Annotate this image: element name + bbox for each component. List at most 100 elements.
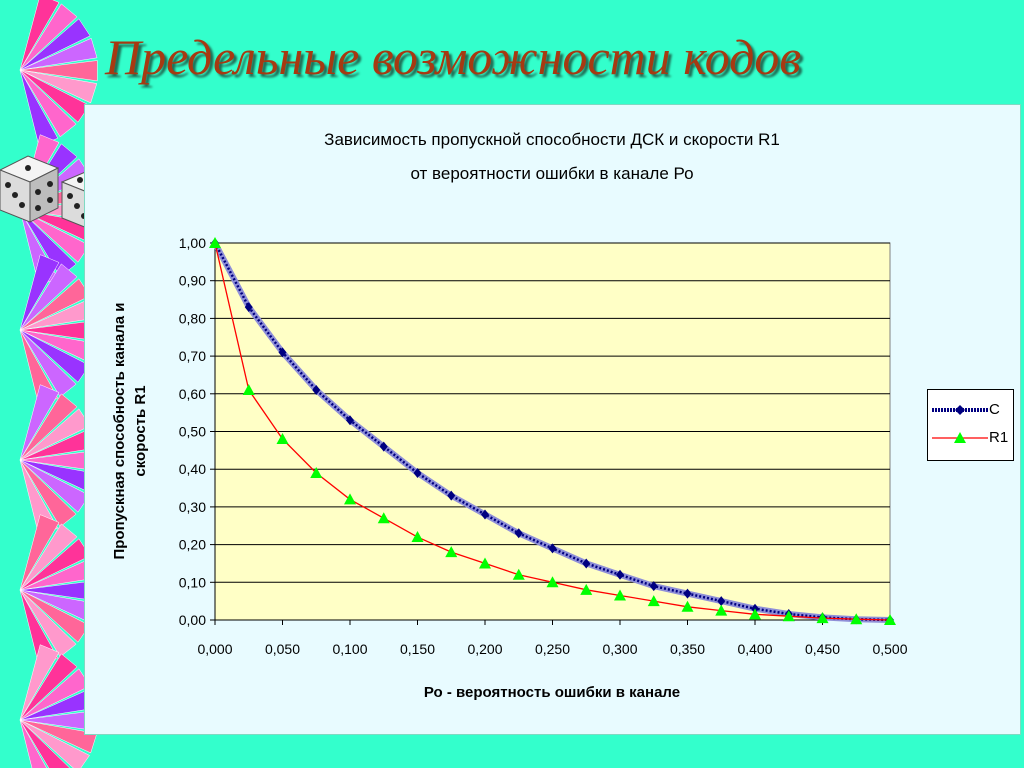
series-r1-point [816, 612, 829, 624]
ribbon-segment [19, 0, 60, 71]
series-c-point [447, 490, 456, 501]
legend-item-c: C [928, 400, 1013, 420]
series-layer [209, 237, 896, 625]
series-c-point [514, 528, 523, 539]
ribbon-segment [19, 69, 77, 138]
series-r1-point [445, 546, 458, 558]
series-c-point [278, 347, 287, 358]
y-tick-label: 0,70 [179, 348, 206, 364]
y-axis-ticks: 0,00 0,10 0,20 0,30 0,40 0,50 0,60 0,70 0,80 0,90… [179, 235, 216, 628]
y-axis-title-line-1: Пропускная способность канала и [111, 302, 128, 559]
legend-item-r1: R1 [928, 428, 1013, 448]
ribbon-segment [19, 719, 47, 768]
x-tick-label: 0,500 [872, 641, 907, 657]
legend: C R1 [927, 389, 1014, 461]
ribbon-segment [19, 653, 78, 721]
series-r1-point [715, 604, 728, 616]
x-tick-label: 0,250 [535, 641, 570, 657]
chart: Зависимость пропускной способности ДСК и… [111, 130, 908, 701]
series-c-point [649, 581, 658, 592]
ribbon-segment [19, 459, 90, 513]
series-c-point [413, 467, 422, 478]
series-r1-point [276, 433, 289, 445]
y-axis-title-line-2: скорость R1 [132, 385, 149, 476]
ribbon-fan [19, 644, 98, 768]
series-r1-point [512, 568, 525, 580]
series-r1-point [377, 512, 390, 524]
series-c-point [312, 385, 321, 396]
y-tick-label: 0,50 [179, 424, 206, 440]
y-tick-label: 0,00 [179, 612, 206, 628]
series-r1-point [884, 614, 896, 625]
x-axis-ticks: 0,000 0,050 0,100 0,150 0,200 0,250 0,300 0,350… [197, 619, 908, 657]
series-r1-point [209, 237, 221, 248]
legend-label-c: C [989, 401, 1000, 418]
ribbon-segment [19, 589, 90, 643]
x-tick-label: 0,300 [602, 641, 637, 657]
ribbon-segment [19, 263, 78, 331]
ribbon-segment [19, 459, 77, 528]
ribbon-segment [19, 254, 60, 331]
x-tick-label: 0,100 [332, 641, 367, 657]
series-r1-point [749, 608, 761, 620]
series-c-point [481, 509, 489, 520]
slide-title: Предельные возможности кодов [105, 29, 802, 85]
ribbon-fan [19, 384, 98, 537]
series-c-point [683, 588, 692, 599]
series-r1-point [411, 531, 424, 543]
y-tick-label: 1,00 [179, 235, 206, 251]
ribbon-segment [19, 37, 98, 71]
x-axis-title: Ро - вероятность ошибки в канале [424, 684, 680, 701]
series-r1-point [479, 557, 491, 569]
legend-swatch-r1 [932, 432, 988, 443]
ribbon-fan [19, 514, 98, 667]
y-tick-label: 0,30 [179, 499, 206, 515]
series-r1-point [850, 613, 863, 625]
series-r1-point [681, 600, 694, 612]
die-left [0, 155, 60, 223]
series-r1-point [647, 595, 660, 607]
y-tick-label: 0,10 [179, 574, 206, 590]
x-tick-label: 0,400 [737, 641, 772, 657]
x-tick-label: 0,150 [400, 641, 435, 657]
ribbon-segment [19, 384, 60, 461]
y-tick-label: 0,60 [179, 386, 206, 402]
ribbon-segment [19, 329, 77, 398]
series-c-point [582, 558, 591, 569]
series-r1-point [310, 466, 323, 478]
ribbon-segment [19, 18, 91, 71]
series-r1-point [242, 384, 255, 396]
ribbon-segment [19, 719, 71, 768]
series-r1-point [580, 583, 593, 595]
ribbon-segment [19, 209, 90, 263]
legend-label-r1: R1 [989, 429, 1009, 446]
ribbon-fan [19, 0, 98, 147]
series-r1-point [546, 576, 559, 588]
chart-title-line-2: от вероятности ошибки в канале Ро [410, 164, 693, 183]
ribbon-segment [19, 589, 77, 658]
ribbon-segment [19, 329, 90, 383]
y-tick-label: 0,90 [179, 273, 206, 289]
grid-lines [215, 242, 890, 583]
y-tick-label: 0,80 [179, 310, 206, 326]
chart-panel: Зависимость пропускной способности ДСК и… [84, 104, 1021, 735]
y-tick-label: 0,20 [179, 537, 206, 553]
x-tick-label: 0,000 [197, 641, 232, 657]
ribbon-segment [19, 644, 60, 721]
ribbon-segment [19, 69, 90, 123]
series-c-point [616, 569, 624, 580]
x-tick-label: 0,200 [467, 641, 502, 657]
ribbon-segment [19, 60, 98, 82]
x-tick-label: 0,350 [670, 641, 705, 657]
series-c-point [548, 543, 557, 554]
legend-swatch-c [932, 405, 988, 415]
series-r1-point [614, 589, 626, 601]
ribbon-segment [19, 514, 60, 591]
ribbon-segment [19, 69, 98, 104]
x-tick-label: 0,450 [805, 641, 840, 657]
x-tick-label: 0,050 [265, 641, 300, 657]
ribbon-segment [19, 3, 78, 71]
ribbon-segment [19, 393, 78, 461]
ribbon-segment [19, 719, 98, 754]
series-c-point [346, 415, 354, 426]
